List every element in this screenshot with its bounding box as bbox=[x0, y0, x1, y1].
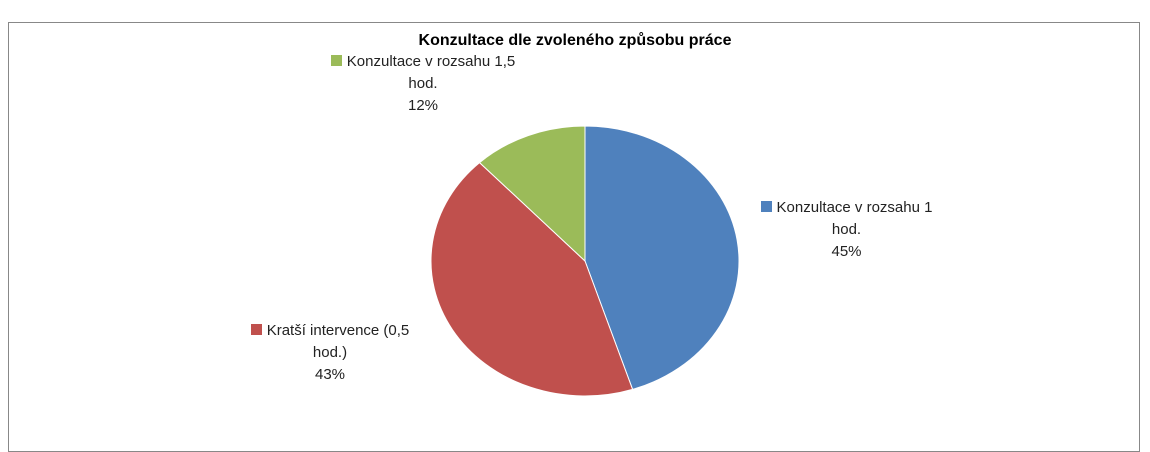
value-label: 43% bbox=[314, 366, 346, 383]
slice-label: Konzultace v rozsahu 1 hod. 45% bbox=[744, 197, 949, 263]
chart-title: Konzultace dle zvoleného způsobu práce bbox=[418, 32, 732, 49]
category-label: Kratší intervence (0,5 hod.) bbox=[266, 322, 410, 361]
category-label: Konzultace v rozsahu 1,5 hod. bbox=[346, 53, 516, 92]
category-label: Konzultace v rozsahu 1 hod. bbox=[776, 199, 933, 238]
pie-slice bbox=[478, 125, 586, 263]
legend-swatch bbox=[330, 55, 342, 66]
legend-swatch bbox=[250, 324, 262, 335]
value-label: 45% bbox=[831, 243, 862, 260]
pie-area bbox=[430, 125, 740, 397]
slice-label: Konzultace v rozsahu 1,5 hod. 12% bbox=[316, 51, 530, 117]
legend-swatch bbox=[760, 201, 772, 212]
pie-slice bbox=[584, 125, 740, 391]
chart: Konzultace dle zvoleného způsobu práce K… bbox=[8, 22, 1140, 452]
pie-slice bbox=[430, 161, 634, 397]
slice-label: Kratší intervence (0,5 hod.) 43% bbox=[238, 320, 422, 386]
value-label: 12% bbox=[407, 97, 439, 114]
